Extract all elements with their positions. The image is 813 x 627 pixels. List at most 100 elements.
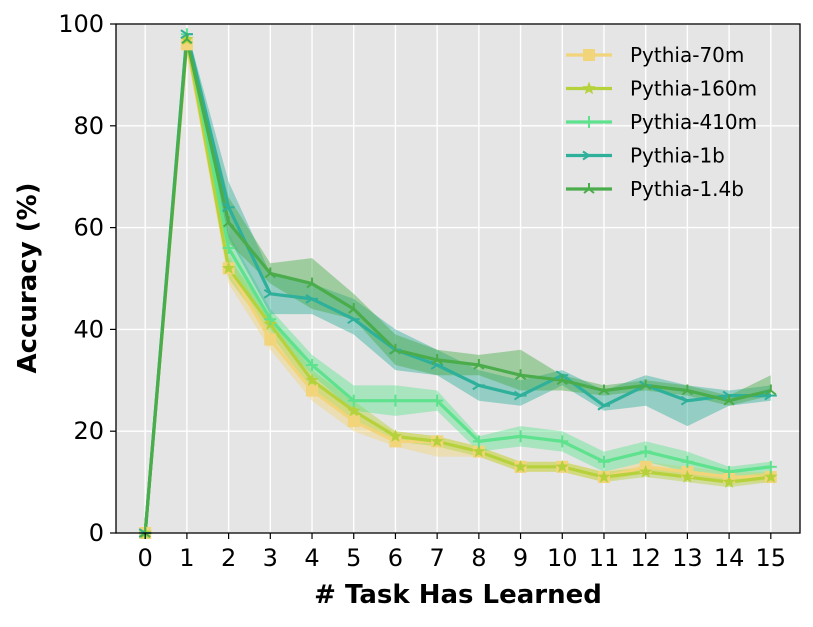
plot-background: [116, 24, 800, 533]
y-axis-ticks: 0 20 40 60 80 100: [58, 10, 116, 547]
data-point: [473, 359, 485, 370]
data-point: [431, 353, 443, 365]
x-tick-label: 4: [304, 544, 319, 572]
data-point: [306, 277, 318, 289]
data-point: [389, 343, 402, 355]
series-lines: [143, 32, 772, 534]
x-tick-label: 3: [263, 544, 278, 572]
data-point: [680, 395, 694, 406]
data-point: [222, 261, 236, 274]
legend-label: Pythia-1.4b: [630, 177, 744, 201]
data-point: [597, 455, 610, 468]
legend: Pythia-70m Pythia-160m Pythia-410m Pythia-1…: [566, 43, 757, 201]
data-point: [347, 394, 360, 407]
data-point: [264, 313, 277, 326]
data-point: [681, 384, 694, 396]
x-tick-label: 7: [430, 544, 445, 572]
data-point: [472, 435, 485, 448]
data-point: [764, 470, 778, 483]
y-tick-label: 100: [58, 10, 104, 38]
y-axis-title: Accuracy (%): [13, 182, 43, 373]
x-tick-label: 8: [471, 544, 486, 572]
data-point: [640, 379, 652, 391]
x-tick-label: 15: [756, 544, 787, 572]
data-point: [597, 470, 611, 483]
series-line: [143, 32, 771, 534]
data-point: [764, 460, 777, 473]
data-point: [306, 384, 319, 397]
data-point: [305, 294, 319, 304]
legend-label: Pythia-1b: [630, 144, 725, 168]
data-point: [723, 394, 735, 406]
data-point: [347, 403, 361, 417]
confidence-band: [145, 34, 771, 533]
series-line: [143, 37, 772, 534]
x-tick-label: 10: [547, 544, 578, 572]
data-point: [472, 444, 486, 458]
data-point: [430, 434, 444, 447]
data-point: [222, 216, 235, 228]
data-point: [555, 459, 569, 473]
series-markers: [138, 28, 778, 539]
x-tick-label: 13: [672, 544, 703, 572]
x-tick-label: 14: [714, 544, 745, 572]
series-line: [143, 32, 771, 534]
data-point: [222, 202, 235, 213]
legend-item: Pythia-160m: [566, 77, 757, 101]
data-point: [264, 267, 276, 279]
legend-marker: [583, 49, 595, 61]
x-tick-label: 9: [513, 544, 528, 572]
data-point: [181, 33, 193, 45]
x-tick-label: 5: [346, 544, 361, 572]
x-axis-ticks: 0 1 2 3 4 5 6 7 8 9 10 11 12 13 14 15: [138, 533, 787, 572]
y-tick-label: 40: [73, 315, 104, 343]
plot-frame: [115, 23, 801, 534]
legend-item: Pythia-1.4b: [566, 177, 744, 201]
data-point: [681, 455, 694, 468]
confidence-band: [145, 29, 771, 533]
data-point: [556, 435, 569, 448]
data-point: [389, 394, 402, 407]
data-point: [139, 527, 151, 538]
data-point: [514, 430, 527, 443]
x-tick-label: 2: [221, 544, 236, 572]
data-point: [306, 359, 319, 372]
data-point: [680, 470, 694, 483]
data-point: [513, 459, 528, 473]
y-tick-label: 80: [73, 112, 104, 140]
legend-label: Pythia-160m: [630, 77, 757, 101]
data-point: [347, 314, 360, 325]
data-point: [431, 394, 444, 407]
data-point: [597, 400, 610, 411]
data-point: [305, 373, 319, 386]
legend-marker: [582, 81, 596, 95]
confidence-band: [145, 34, 771, 533]
data-point: [723, 465, 736, 478]
x-tick-label: 0: [138, 544, 153, 572]
data-point: [639, 464, 653, 478]
data-point: [264, 333, 277, 346]
x-tick-label: 6: [388, 544, 403, 572]
data-point: [263, 288, 277, 299]
legend-marker: [583, 183, 595, 194]
x-axis-title: # Task Has Learned: [314, 580, 602, 610]
data-point: [348, 303, 360, 314]
data-point: [222, 241, 235, 254]
data-point: [347, 415, 360, 428]
data-point: [514, 369, 527, 380]
data-point: [514, 390, 527, 401]
y-tick-label: 60: [73, 214, 104, 242]
legend-item: Pythia-1b: [566, 144, 725, 168]
data-point: [598, 384, 610, 396]
confidence-bands: [145, 29, 771, 534]
legend-item: Pythia-410m: [566, 110, 757, 134]
data-point: [722, 475, 736, 488]
x-tick-label: 11: [589, 544, 620, 572]
data-point: [765, 384, 777, 396]
x-tick-label: 12: [630, 544, 661, 572]
legend-label: Pythia-70m: [630, 43, 744, 67]
series-line: [143, 37, 771, 534]
data-point: [472, 380, 485, 391]
